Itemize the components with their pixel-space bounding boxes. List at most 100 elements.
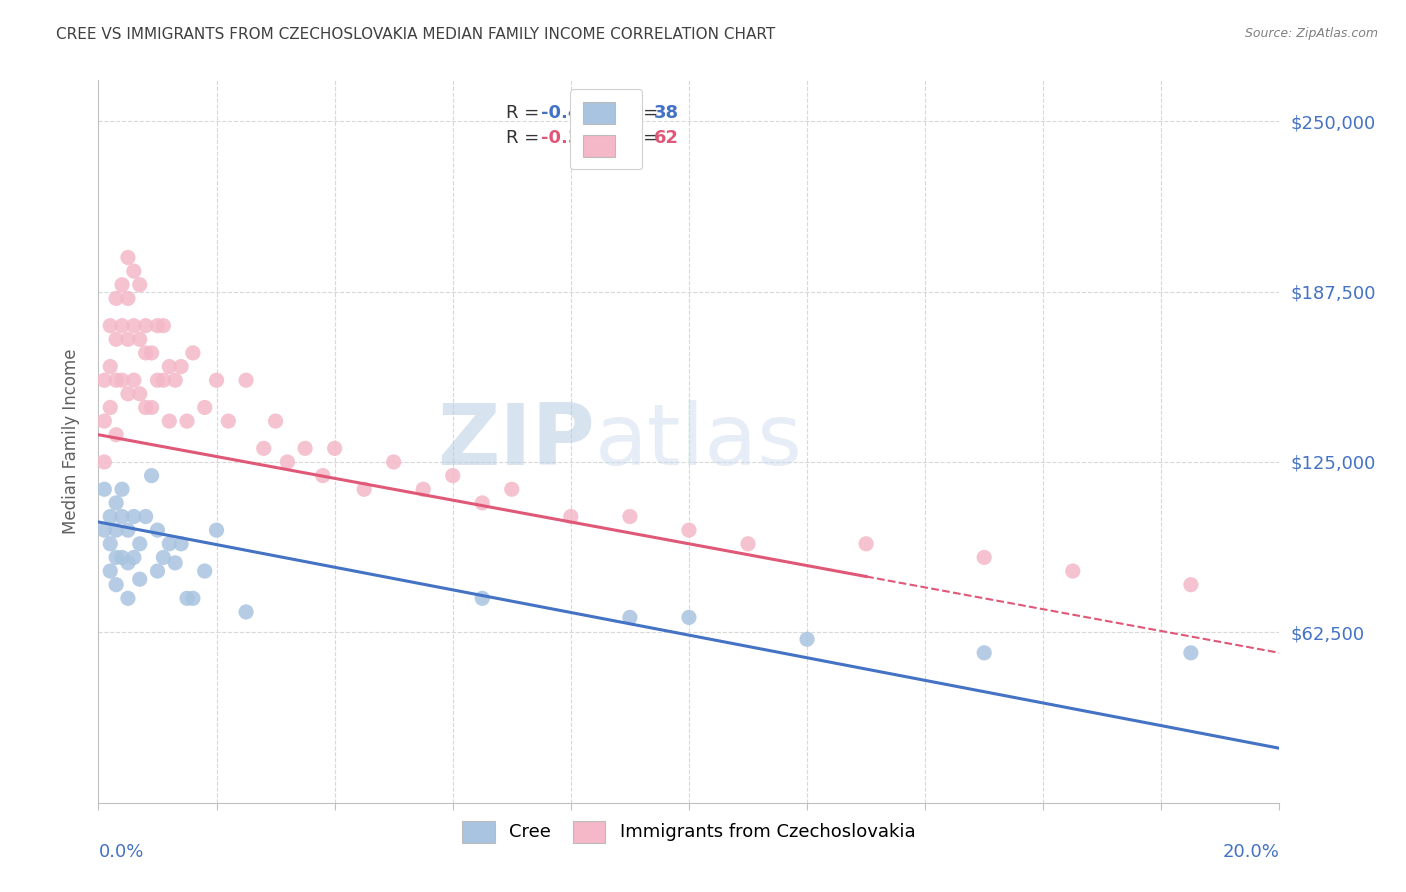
Point xyxy=(855,537,877,551)
Text: 0.0%: 0.0% xyxy=(98,843,143,861)
Point xyxy=(165,373,187,387)
Text: atlas: atlas xyxy=(595,400,803,483)
Point xyxy=(98,401,121,415)
Point xyxy=(111,482,134,496)
Point xyxy=(98,509,121,524)
Point xyxy=(146,523,169,537)
Point xyxy=(181,346,204,360)
Text: ZIP: ZIP xyxy=(437,400,595,483)
Point xyxy=(93,455,115,469)
Point xyxy=(737,537,759,551)
Point xyxy=(276,455,298,469)
Point xyxy=(117,292,139,306)
Point xyxy=(471,591,494,606)
Point xyxy=(1062,564,1084,578)
Point xyxy=(93,373,115,387)
Point xyxy=(135,346,157,360)
Text: 38: 38 xyxy=(654,103,679,122)
Point xyxy=(412,482,434,496)
Point xyxy=(117,387,139,401)
Point xyxy=(382,455,405,469)
Point xyxy=(560,509,582,524)
Point xyxy=(294,442,316,456)
Point xyxy=(157,414,180,428)
Point xyxy=(146,373,169,387)
Point xyxy=(1180,646,1202,660)
Point xyxy=(253,442,276,456)
Point xyxy=(117,591,139,606)
Point xyxy=(98,318,121,333)
Point xyxy=(128,277,150,292)
Point xyxy=(93,523,115,537)
Point xyxy=(152,373,174,387)
Point xyxy=(98,359,121,374)
Text: R =: R = xyxy=(506,129,546,147)
Point xyxy=(122,264,145,278)
Point xyxy=(441,468,464,483)
Text: Source: ZipAtlas.com: Source: ZipAtlas.com xyxy=(1244,27,1378,40)
Point xyxy=(619,610,641,624)
Point xyxy=(111,318,134,333)
Point xyxy=(141,401,163,415)
Point xyxy=(176,414,198,428)
Text: -0.386: -0.386 xyxy=(541,129,606,147)
Text: N =: N = xyxy=(624,129,664,147)
Point xyxy=(157,359,180,374)
Point xyxy=(619,509,641,524)
Point xyxy=(141,346,163,360)
Point xyxy=(122,550,145,565)
Point xyxy=(105,292,128,306)
Point xyxy=(135,509,157,524)
Point xyxy=(105,577,128,591)
Point xyxy=(323,442,346,456)
Point xyxy=(105,332,128,346)
Point xyxy=(122,509,145,524)
Point xyxy=(128,387,150,401)
Point xyxy=(135,401,157,415)
Y-axis label: Median Family Income: Median Family Income xyxy=(62,349,80,534)
Point xyxy=(217,414,239,428)
Point xyxy=(105,373,128,387)
Point xyxy=(117,251,139,265)
Point xyxy=(176,591,198,606)
Point xyxy=(122,318,145,333)
Point xyxy=(973,646,995,660)
Point xyxy=(135,318,157,333)
Point xyxy=(105,523,128,537)
Point xyxy=(194,401,217,415)
Point xyxy=(152,550,174,565)
Point xyxy=(170,537,193,551)
Point xyxy=(117,332,139,346)
Point xyxy=(235,373,257,387)
Point xyxy=(111,509,134,524)
Legend: Cree, Immigrants from Czechoslovakia: Cree, Immigrants from Czechoslovakia xyxy=(450,808,928,855)
Text: CREE VS IMMIGRANTS FROM CZECHOSLOVAKIA MEDIAN FAMILY INCOME CORRELATION CHART: CREE VS IMMIGRANTS FROM CZECHOSLOVAKIA M… xyxy=(56,27,776,42)
Point xyxy=(122,373,145,387)
Point xyxy=(205,373,228,387)
Text: 62: 62 xyxy=(654,129,679,147)
Point xyxy=(678,523,700,537)
Point xyxy=(128,572,150,586)
Point xyxy=(471,496,494,510)
Point xyxy=(117,523,139,537)
Point xyxy=(353,482,375,496)
Point xyxy=(93,482,115,496)
Point xyxy=(146,318,169,333)
Point xyxy=(181,591,204,606)
Point xyxy=(105,550,128,565)
Point xyxy=(170,359,193,374)
Point xyxy=(165,556,187,570)
Point xyxy=(152,318,174,333)
Point xyxy=(264,414,287,428)
Point xyxy=(146,564,169,578)
Point xyxy=(141,468,163,483)
Point xyxy=(111,277,134,292)
Point xyxy=(98,537,121,551)
Point xyxy=(194,564,217,578)
Text: N =: N = xyxy=(624,103,664,122)
Point xyxy=(111,373,134,387)
Point xyxy=(128,537,150,551)
Point xyxy=(93,414,115,428)
Point xyxy=(1180,577,1202,591)
Point xyxy=(235,605,257,619)
